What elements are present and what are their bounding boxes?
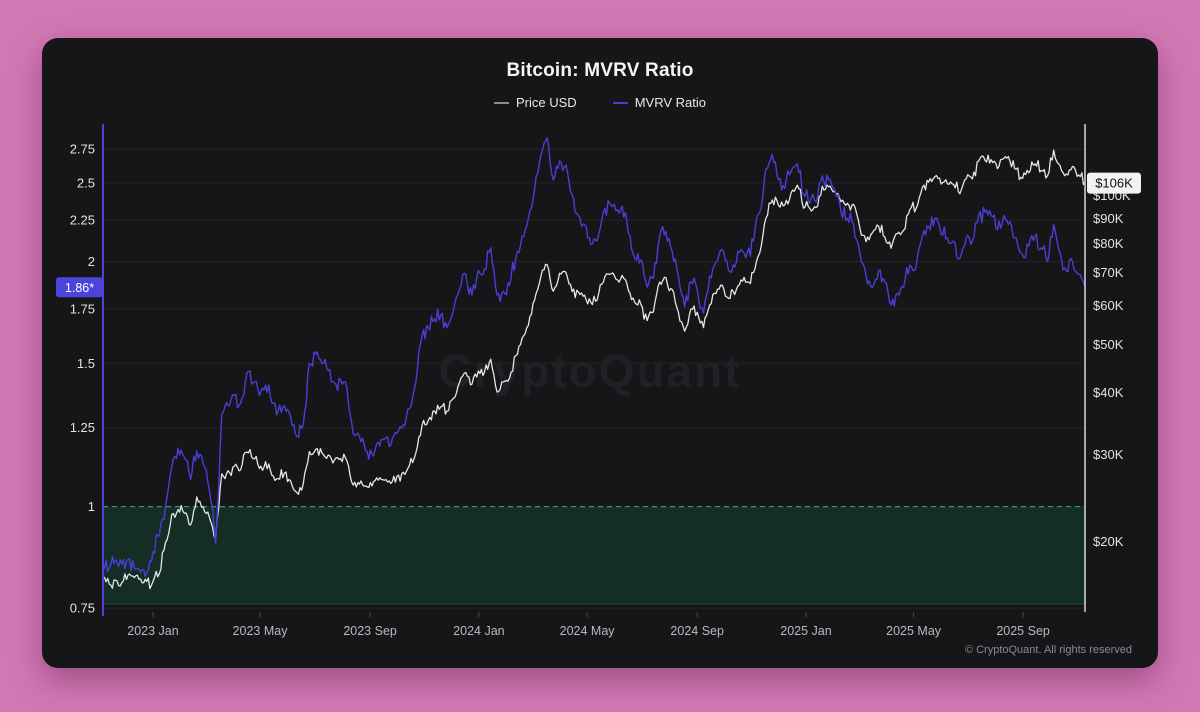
- x-tick-label: 2024 Sep: [670, 624, 724, 638]
- y-right-tick-label: $30K: [1093, 447, 1124, 462]
- price-series-swatch: [494, 101, 509, 104]
- price-series-line[interactable]: [102, 149, 1086, 590]
- x-tick-label: 2025 Sep: [996, 624, 1050, 638]
- copyright-notice: © CryptoQuant. All rights reserved: [964, 644, 1132, 656]
- price-current-badge: [1087, 172, 1141, 194]
- legend-item-price-usd[interactable]: Price USD: [494, 95, 577, 110]
- legend-label-price-usd: Price USD: [516, 95, 577, 110]
- watermark-text: CryptoQuant: [438, 345, 741, 397]
- y-right-tick-label: $90K: [1093, 211, 1124, 226]
- y-right-tick-label: $80K: [1093, 236, 1124, 251]
- y-right-tick-label: $40K: [1093, 385, 1124, 400]
- y-left-tick-label: 1: [88, 499, 95, 514]
- y-left-tick-label: 2: [88, 254, 95, 269]
- legend-label-mvrv-ratio: MVRV Ratio: [634, 95, 706, 110]
- chart-card: CryptoQuant 2023 Jan 2023 May 2023 Sep 2024 …: [42, 38, 1158, 668]
- y-left-tick-label: 2.75: [70, 142, 95, 157]
- x-tick-label: 2024 May: [560, 624, 616, 638]
- y-left-tick-label: 1.5: [77, 356, 95, 371]
- mvrv-current-badge-label: 1.86*: [65, 281, 94, 295]
- y-right-tick-label: $70K: [1093, 265, 1124, 280]
- x-tick-label: 2023 Jan: [127, 624, 178, 638]
- x-tick-label: 2025 May: [886, 624, 942, 638]
- mvrv-series-line[interactable]: [102, 137, 1086, 578]
- x-tick-label: 2023 May: [233, 624, 289, 638]
- y-left-tick-label: 1.25: [70, 420, 95, 435]
- price-current-badge-label: $106K: [1095, 176, 1133, 191]
- y-left-tick-label: 0.75: [70, 601, 95, 616]
- mvrv-series-swatch: [612, 101, 628, 104]
- y-left-tick-label: 2.5: [77, 175, 95, 190]
- y-right-tick-label: $20K: [1093, 534, 1124, 549]
- mvrv-current-badge: [56, 277, 103, 298]
- undervalued-zone: [103, 506, 1085, 604]
- y-left-tick-label: 1.75: [70, 301, 95, 316]
- chart-plot[interactable]: CryptoQuant 2023 Jan 2023 May 2023 Sep 2024 …: [42, 38, 1158, 668]
- y-right-tick-label: $50K: [1093, 337, 1124, 352]
- legend-item-mvrv-ratio[interactable]: MVRV Ratio: [612, 95, 706, 110]
- y-right-tick-label: $60K: [1093, 298, 1124, 313]
- x-tick-label: 2025 Jan: [780, 624, 831, 638]
- y-left-tick-label: 2.25: [70, 213, 95, 228]
- x-tick-label: 2024 Jan: [453, 624, 504, 638]
- chart-title: Bitcoin: MVRV Ratio: [506, 60, 694, 81]
- x-tick-label: 2023 Sep: [343, 624, 397, 638]
- chart-legend: Price USD MVRV Ratio: [42, 95, 1158, 110]
